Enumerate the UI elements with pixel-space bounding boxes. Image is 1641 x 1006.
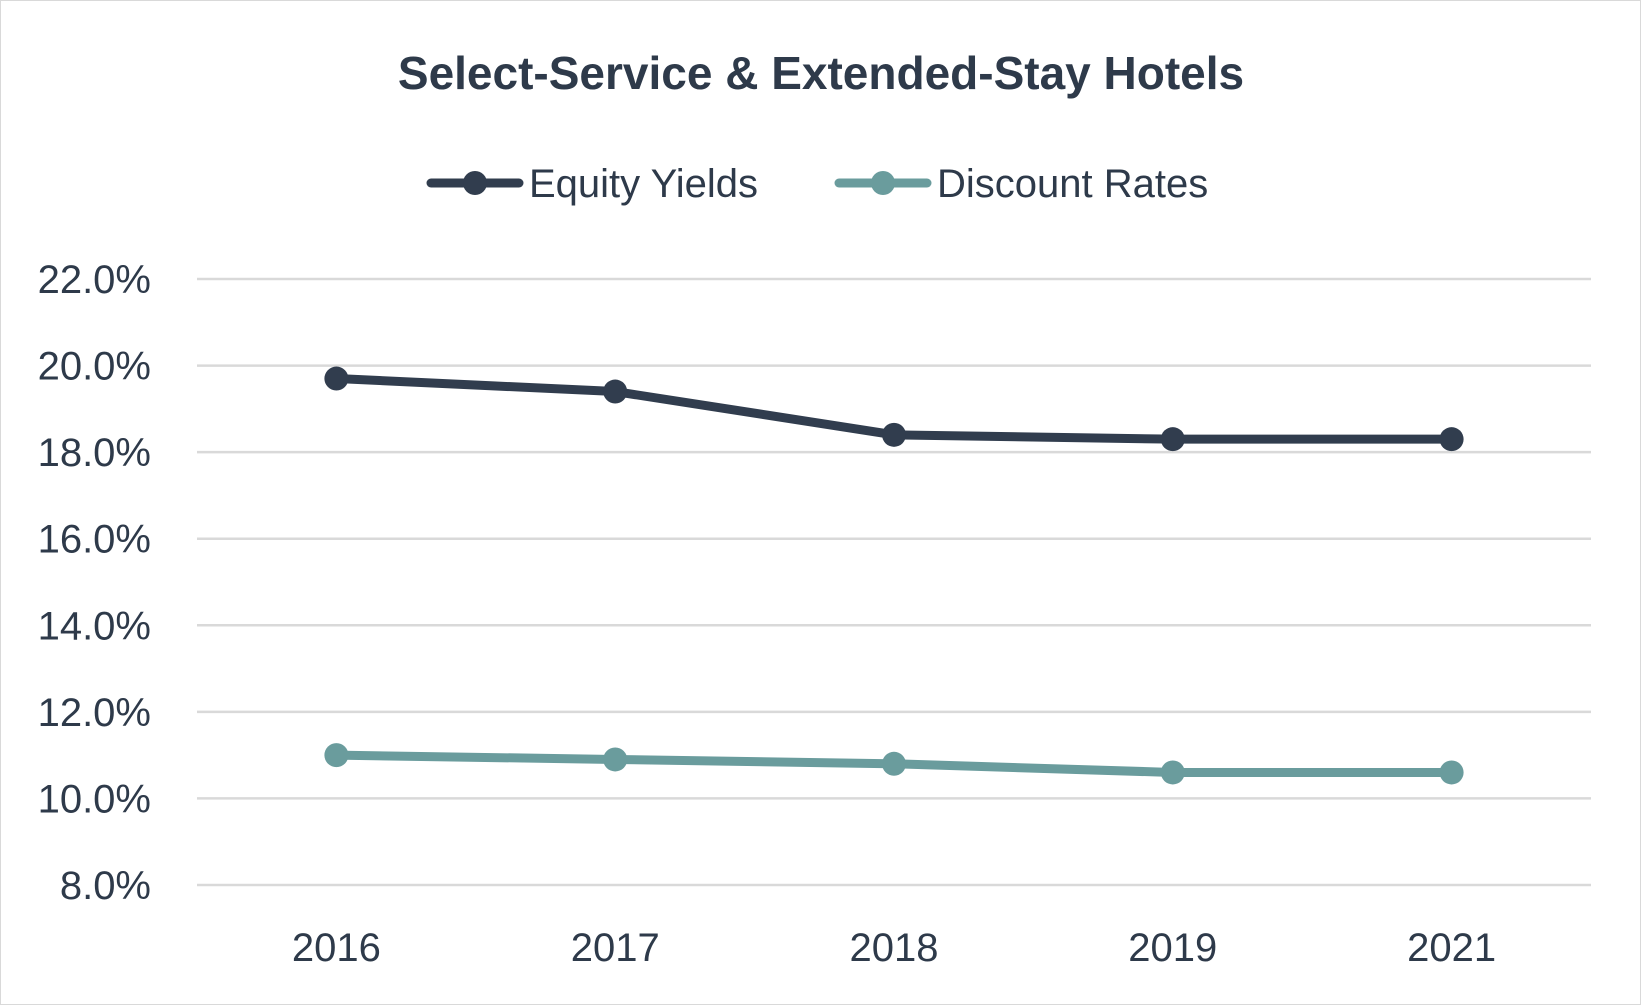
legend-point-marker: [463, 171, 487, 195]
legend-point-marker: [871, 171, 895, 195]
data-point-equity-yields: [324, 366, 349, 391]
y-tick-label: 18.0%: [38, 431, 151, 475]
data-point-discount-rates: [324, 743, 349, 768]
data-point-discount-rates: [1439, 760, 1464, 785]
y-tick-label: 14.0%: [38, 604, 151, 648]
legend-item-discount-rates: Discount Rates: [834, 162, 1208, 206]
data-point-equity-yields: [882, 422, 906, 447]
y-tick-label: 16.0%: [38, 518, 151, 562]
series-equity-yields: [324, 366, 1464, 452]
y-tick-label: 20.0%: [38, 345, 151, 389]
series-layer: [324, 366, 1464, 785]
data-point-discount-rates: [603, 747, 628, 772]
y-tick-label: 22.0%: [38, 258, 151, 302]
legend-label: Equity Yields: [529, 162, 758, 206]
x-tick-label: 2021: [1407, 926, 1496, 970]
y-tick-label: 12.0%: [38, 691, 151, 735]
x-tick-label: 2016: [292, 926, 381, 970]
chart-title: Select-Service & Extended-Stay Hotels: [398, 47, 1244, 99]
data-point-equity-yields: [1160, 427, 1185, 452]
series-discount-rates: [324, 743, 1464, 785]
data-point-discount-rates: [1160, 760, 1185, 785]
x-axis: 2016 2017 2018 2019 2021: [292, 926, 1496, 970]
data-point-equity-yields: [1439, 427, 1464, 452]
x-tick-label: 2018: [850, 926, 939, 970]
x-tick-label: 2017: [571, 926, 660, 970]
y-tick-label: 10.0%: [38, 777, 151, 821]
legend-item-equity-yields: Equity Yields: [426, 162, 758, 206]
x-tick-label: 2019: [1128, 926, 1217, 970]
gridlines: [197, 277, 1591, 887]
data-point-discount-rates: [882, 751, 906, 776]
y-axis: 8.0% 10.0% 12.0% 14.0% 16.0% 18.0% 20.0% 22.0%: [38, 258, 151, 908]
data-point-equity-yields: [603, 379, 628, 404]
y-tick-label: 8.0%: [60, 864, 151, 908]
legend: Equity Yields Discount Rates: [426, 162, 1208, 206]
legend-label: Discount Rates: [937, 162, 1208, 206]
